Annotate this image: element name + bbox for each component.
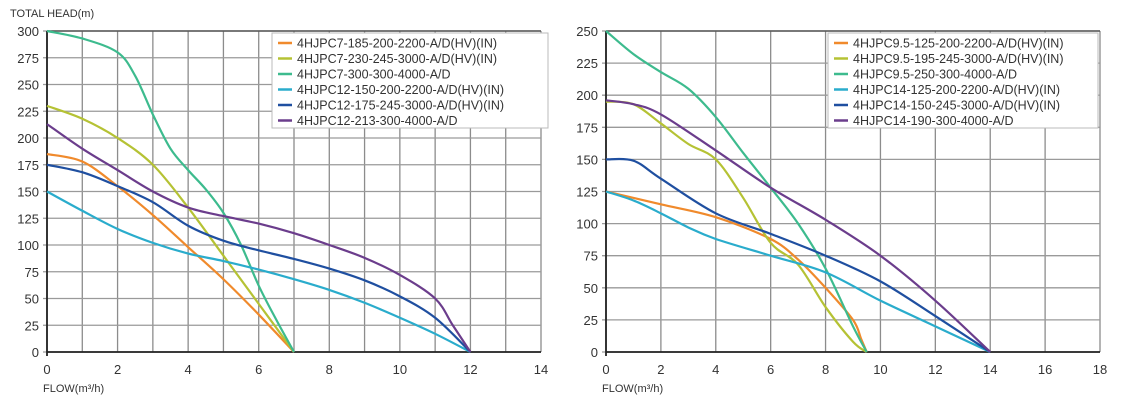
legend-label: 4HJPC7-185-200-2200-A/D(HV)(IN): [297, 37, 497, 51]
x-tick-label: 12: [463, 362, 477, 377]
y-tick-label: 150: [576, 152, 598, 167]
y-tick-label: 0: [591, 345, 598, 360]
y-tick-label: 300: [17, 24, 39, 39]
legend-box: [827, 32, 1099, 129]
y-tick-label: 75: [25, 265, 39, 280]
y-tick-label: 125: [576, 185, 598, 200]
y-tick-label: 0: [32, 345, 39, 360]
y-tick-label: 25: [25, 318, 39, 333]
x-axis-label: FLOW(m³/h): [43, 383, 104, 395]
series-line: [46, 163, 472, 353]
y-axis-label: TOTAL HEAD(m): [10, 8, 94, 20]
y-tick-label: 25: [584, 313, 598, 328]
y-tick-label: 100: [17, 238, 39, 253]
legend-label: 4HJPC7-300-300-4000-A/D: [297, 68, 451, 82]
x-tick-label: 4: [185, 362, 192, 377]
legend-label: 4HJPC14-150-245-3000-A/D(HV)(IN): [853, 99, 1060, 113]
x-tick-label: 16: [1038, 362, 1052, 377]
y-tick-label: 225: [576, 56, 598, 71]
y-tick-label: 75: [584, 249, 598, 264]
x-tick-label: 2: [657, 362, 664, 377]
series-line: [605, 190, 868, 353]
legend-label: 4HJPC12-213-300-4000-A/D: [297, 114, 458, 128]
series-line: [46, 123, 472, 353]
x-tick-label: 12: [928, 362, 942, 377]
y-tick-label: 250: [576, 24, 598, 39]
legend-label: 4HJPC7-230-245-3000-A/D(HV)(IN): [297, 52, 497, 66]
y-tick-label: 175: [17, 158, 39, 173]
y-tick-label: 100: [576, 217, 598, 232]
y-tick-label: 50: [25, 292, 39, 307]
x-tick-label: 6: [767, 362, 774, 377]
series-line: [46, 29, 295, 353]
y-tick-label: 50: [584, 281, 598, 296]
x-tick-label: 4: [712, 362, 719, 377]
legend-label: 4HJPC9.5-125-200-2200-A/D(HV)(IN): [853, 37, 1064, 51]
y-tick-label: 200: [576, 88, 598, 103]
x-tick-label: 14: [534, 362, 548, 377]
series-line: [605, 190, 991, 353]
x-tick-label: 18: [1093, 362, 1107, 377]
x-tick-label: 0: [43, 362, 50, 377]
series-line: [46, 152, 295, 353]
legend-label: 4HJPC14-125-200-2200-A/D(HV)(IN): [853, 83, 1060, 97]
legend-box: [271, 32, 549, 129]
y-tick-label: 250: [17, 78, 39, 93]
x-tick-label: 10: [393, 362, 407, 377]
chart-2: 0 25 50 75 100 125 150 175 200 225 250 0 2 4 6 8 10 12 14 1…: [576, 24, 1107, 395]
x-tick-label: 10: [873, 362, 887, 377]
x-tick-label: 0: [602, 362, 609, 377]
x-tick-label: 2: [114, 362, 121, 377]
series-line: [605, 157, 991, 353]
legend-label: 4HJPC14-190-300-4000-A/D: [853, 114, 1014, 128]
x-tick-label: 14: [983, 362, 997, 377]
legend-label: 4HJPC12-150-200-2200-A/D(HV)(IN): [297, 83, 504, 97]
legend-label: 4HJPC9.5-195-245-3000-A/D(HV)(IN): [853, 52, 1064, 66]
chart-1: 0 25 50 75 100 125 150 175 200 225 250 275 300 0 2 4 6 8 1…: [10, 8, 549, 395]
series-line: [605, 30, 868, 353]
x-axis-label: FLOW(m³/h): [602, 383, 663, 395]
y-tick-label: 125: [17, 211, 39, 226]
series-line: [46, 104, 295, 353]
x-tick-label: 6: [255, 362, 262, 377]
y-tick-label: 225: [17, 104, 39, 119]
y-tick-label: 175: [576, 120, 598, 135]
y-tick-label: 275: [17, 51, 39, 66]
x-tick-label: 8: [326, 362, 333, 377]
y-tick-label: 200: [17, 131, 39, 146]
y-tick-label: 150: [17, 185, 39, 200]
x-tick-label: 8: [822, 362, 829, 377]
legend-label: 4HJPC12-175-245-3000-A/D(HV)(IN): [297, 99, 504, 113]
legend-label: 4HJPC9.5-250-300-4000-A/D: [853, 68, 1017, 82]
series-line: [46, 190, 471, 353]
series-line: [605, 99, 991, 353]
series-line: [605, 100, 868, 353]
